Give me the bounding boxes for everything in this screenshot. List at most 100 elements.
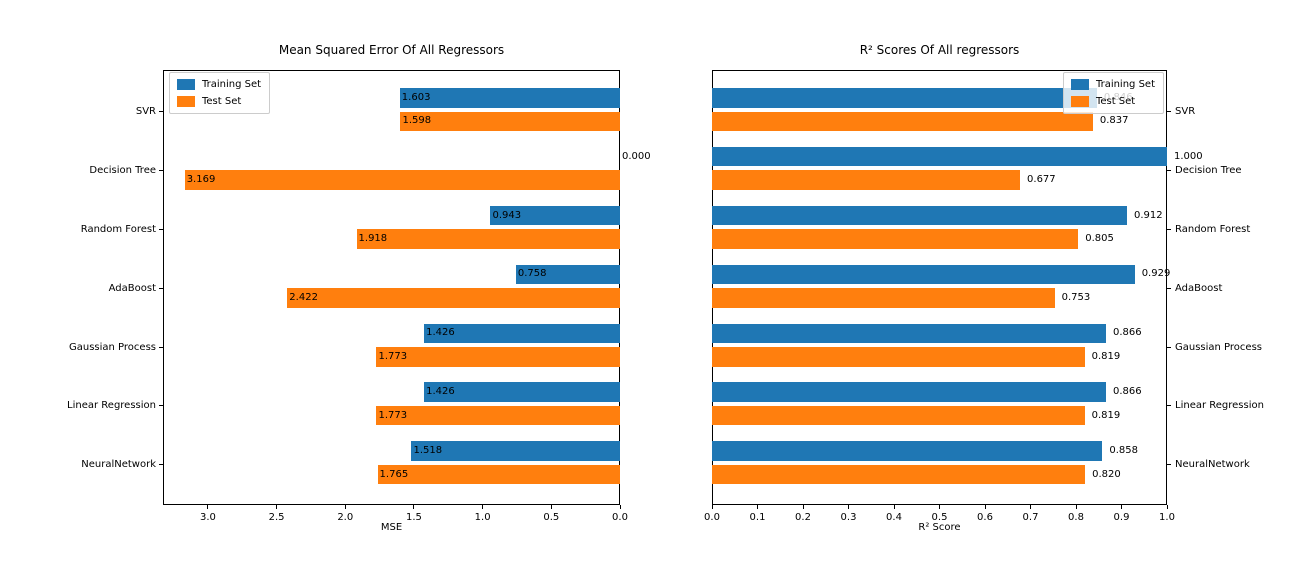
x-tick-mark — [619, 505, 621, 509]
bar-value-label: 0.858 — [1109, 445, 1139, 457]
x-tick-label: 0.3 — [840, 512, 857, 523]
x-tick-mark — [550, 505, 552, 509]
x-axis-label: R² Score — [918, 522, 961, 533]
bar-value-label: 2.422 — [289, 291, 318, 303]
x-tick-label: 0.4 — [886, 512, 902, 523]
bar-test — [400, 111, 620, 131]
bar-training — [399, 88, 620, 108]
bar-test — [376, 347, 620, 367]
y-tick-mark — [1167, 405, 1171, 407]
chart-title: Mean Squared Error Of All Regressors — [278, 43, 505, 57]
y-tick-label: Linear Regression — [1175, 400, 1264, 412]
bar-training — [490, 205, 620, 226]
x-tick-mark — [413, 505, 415, 509]
x-tick-label: 0.6 — [977, 512, 993, 523]
bar-value-label: 0.837 — [1099, 115, 1129, 127]
bar-value-label: 1.426 — [426, 386, 455, 398]
bar-training — [712, 382, 1107, 402]
y-tick-label: SVR — [135, 106, 156, 117]
bar-value-label: 0.677 — [1027, 174, 1056, 186]
x-tick-label: 2.0 — [337, 512, 354, 523]
legend-swatch-test — [177, 96, 195, 107]
bar-value-label: 0.758 — [517, 268, 547, 280]
x-tick-mark — [276, 505, 278, 509]
y-tick-label: Random Forest — [80, 223, 156, 235]
y-tick-label: AdaBoost — [1175, 282, 1223, 294]
legend-entry: Training Set — [1070, 76, 1155, 93]
bar-training — [712, 88, 1097, 108]
x-tick-label: 0.7 — [1022, 512, 1039, 523]
bar-training — [712, 264, 1135, 285]
bar-value-label: 3.169 — [186, 174, 216, 186]
bar-training — [712, 441, 1103, 461]
y-tick-label: SVR — [1175, 106, 1196, 117]
bar-test — [377, 464, 620, 485]
x-tick-mark — [757, 505, 758, 509]
y-tick-label: NeuralNetwork — [1175, 459, 1250, 471]
x-tick-label: 1.5 — [406, 512, 422, 523]
y-tick-mark — [159, 169, 163, 171]
y-tick-label: Decision Tree — [1175, 164, 1242, 176]
bar-test — [712, 288, 1055, 308]
x-tick-mark — [711, 505, 713, 509]
y-tick-mark — [1167, 228, 1171, 230]
bar-test — [376, 405, 620, 426]
x-tick-label: 0.5 — [543, 512, 560, 523]
legend: Training Set Test Set — [169, 72, 271, 114]
y-tick-label: NeuralNetwork — [81, 459, 156, 471]
x-tick-label: 0.2 — [795, 512, 811, 523]
bar-value-label: 0.000 — [622, 150, 651, 162]
y-tick-mark — [159, 228, 163, 230]
bar-test — [356, 229, 620, 249]
bar-value-label: 1.603 — [401, 91, 431, 103]
y-tick-mark — [1167, 111, 1171, 112]
chart-title: R² Scores Of All regressors — [859, 43, 1020, 57]
bar-value-label: 0.866 — [1113, 386, 1142, 398]
bar-training — [712, 146, 1167, 167]
x-tick-label: 0.0 — [612, 512, 628, 523]
bar-value-label: 1.518 — [413, 445, 443, 457]
x-axis-label: MSE — [380, 522, 403, 533]
bar-test — [712, 347, 1085, 367]
y-tick-mark — [159, 346, 163, 348]
y-tick-mark — [1167, 346, 1171, 348]
bar-value-label: 0.819 — [1091, 350, 1121, 362]
y-tick-mark — [159, 111, 163, 112]
legend-entry: Test Set — [177, 93, 261, 110]
y-tick-label: Decision Tree — [89, 164, 156, 176]
bar-value-label: 0.820 — [1092, 468, 1121, 480]
x-tick-mark — [344, 505, 346, 509]
legend-swatch-training — [1070, 79, 1089, 90]
bar-test — [712, 170, 1021, 190]
y-tick-label: Random Forest — [1175, 223, 1251, 235]
x-tick-mark — [1075, 505, 1077, 509]
bar-value-label: 1.773 — [378, 350, 408, 362]
y-tick-mark — [159, 464, 163, 466]
legend-entry: Test Set — [1070, 93, 1155, 110]
x-tick-mark — [482, 505, 484, 509]
legend-item-label: Training Set — [202, 79, 262, 90]
y-tick-mark — [1167, 464, 1171, 466]
x-tick-mark — [984, 505, 986, 509]
x-tick-mark — [939, 505, 940, 509]
x-tick-label: 0.9 — [1113, 512, 1130, 523]
bar-value-label: 1.765 — [379, 468, 409, 480]
plot-area — [163, 70, 620, 505]
y-tick-label: Gaussian Process — [69, 341, 156, 353]
legend: Training Set Test Set — [1062, 72, 1164, 114]
r2-chart: R² Scores Of All regressors R² Score Tra… — [704, 43, 1264, 533]
bar-test — [287, 288, 620, 308]
x-tick-mark — [802, 505, 804, 509]
legend-item-label: Test Set — [202, 96, 242, 107]
x-tick-mark — [1121, 505, 1122, 509]
y-tick-mark — [1167, 169, 1171, 171]
bar-value-label: 0.943 — [492, 209, 522, 221]
bar-value-label: 0.929 — [1141, 268, 1171, 280]
bar-value-label: 0.819 — [1091, 409, 1121, 421]
y-tick-label: Linear Regression — [67, 400, 156, 412]
y-tick-label: Gaussian Process — [1175, 341, 1262, 353]
plot-area — [712, 70, 1167, 505]
y-tick-mark — [159, 287, 163, 289]
legend-swatch-test — [1070, 96, 1089, 107]
